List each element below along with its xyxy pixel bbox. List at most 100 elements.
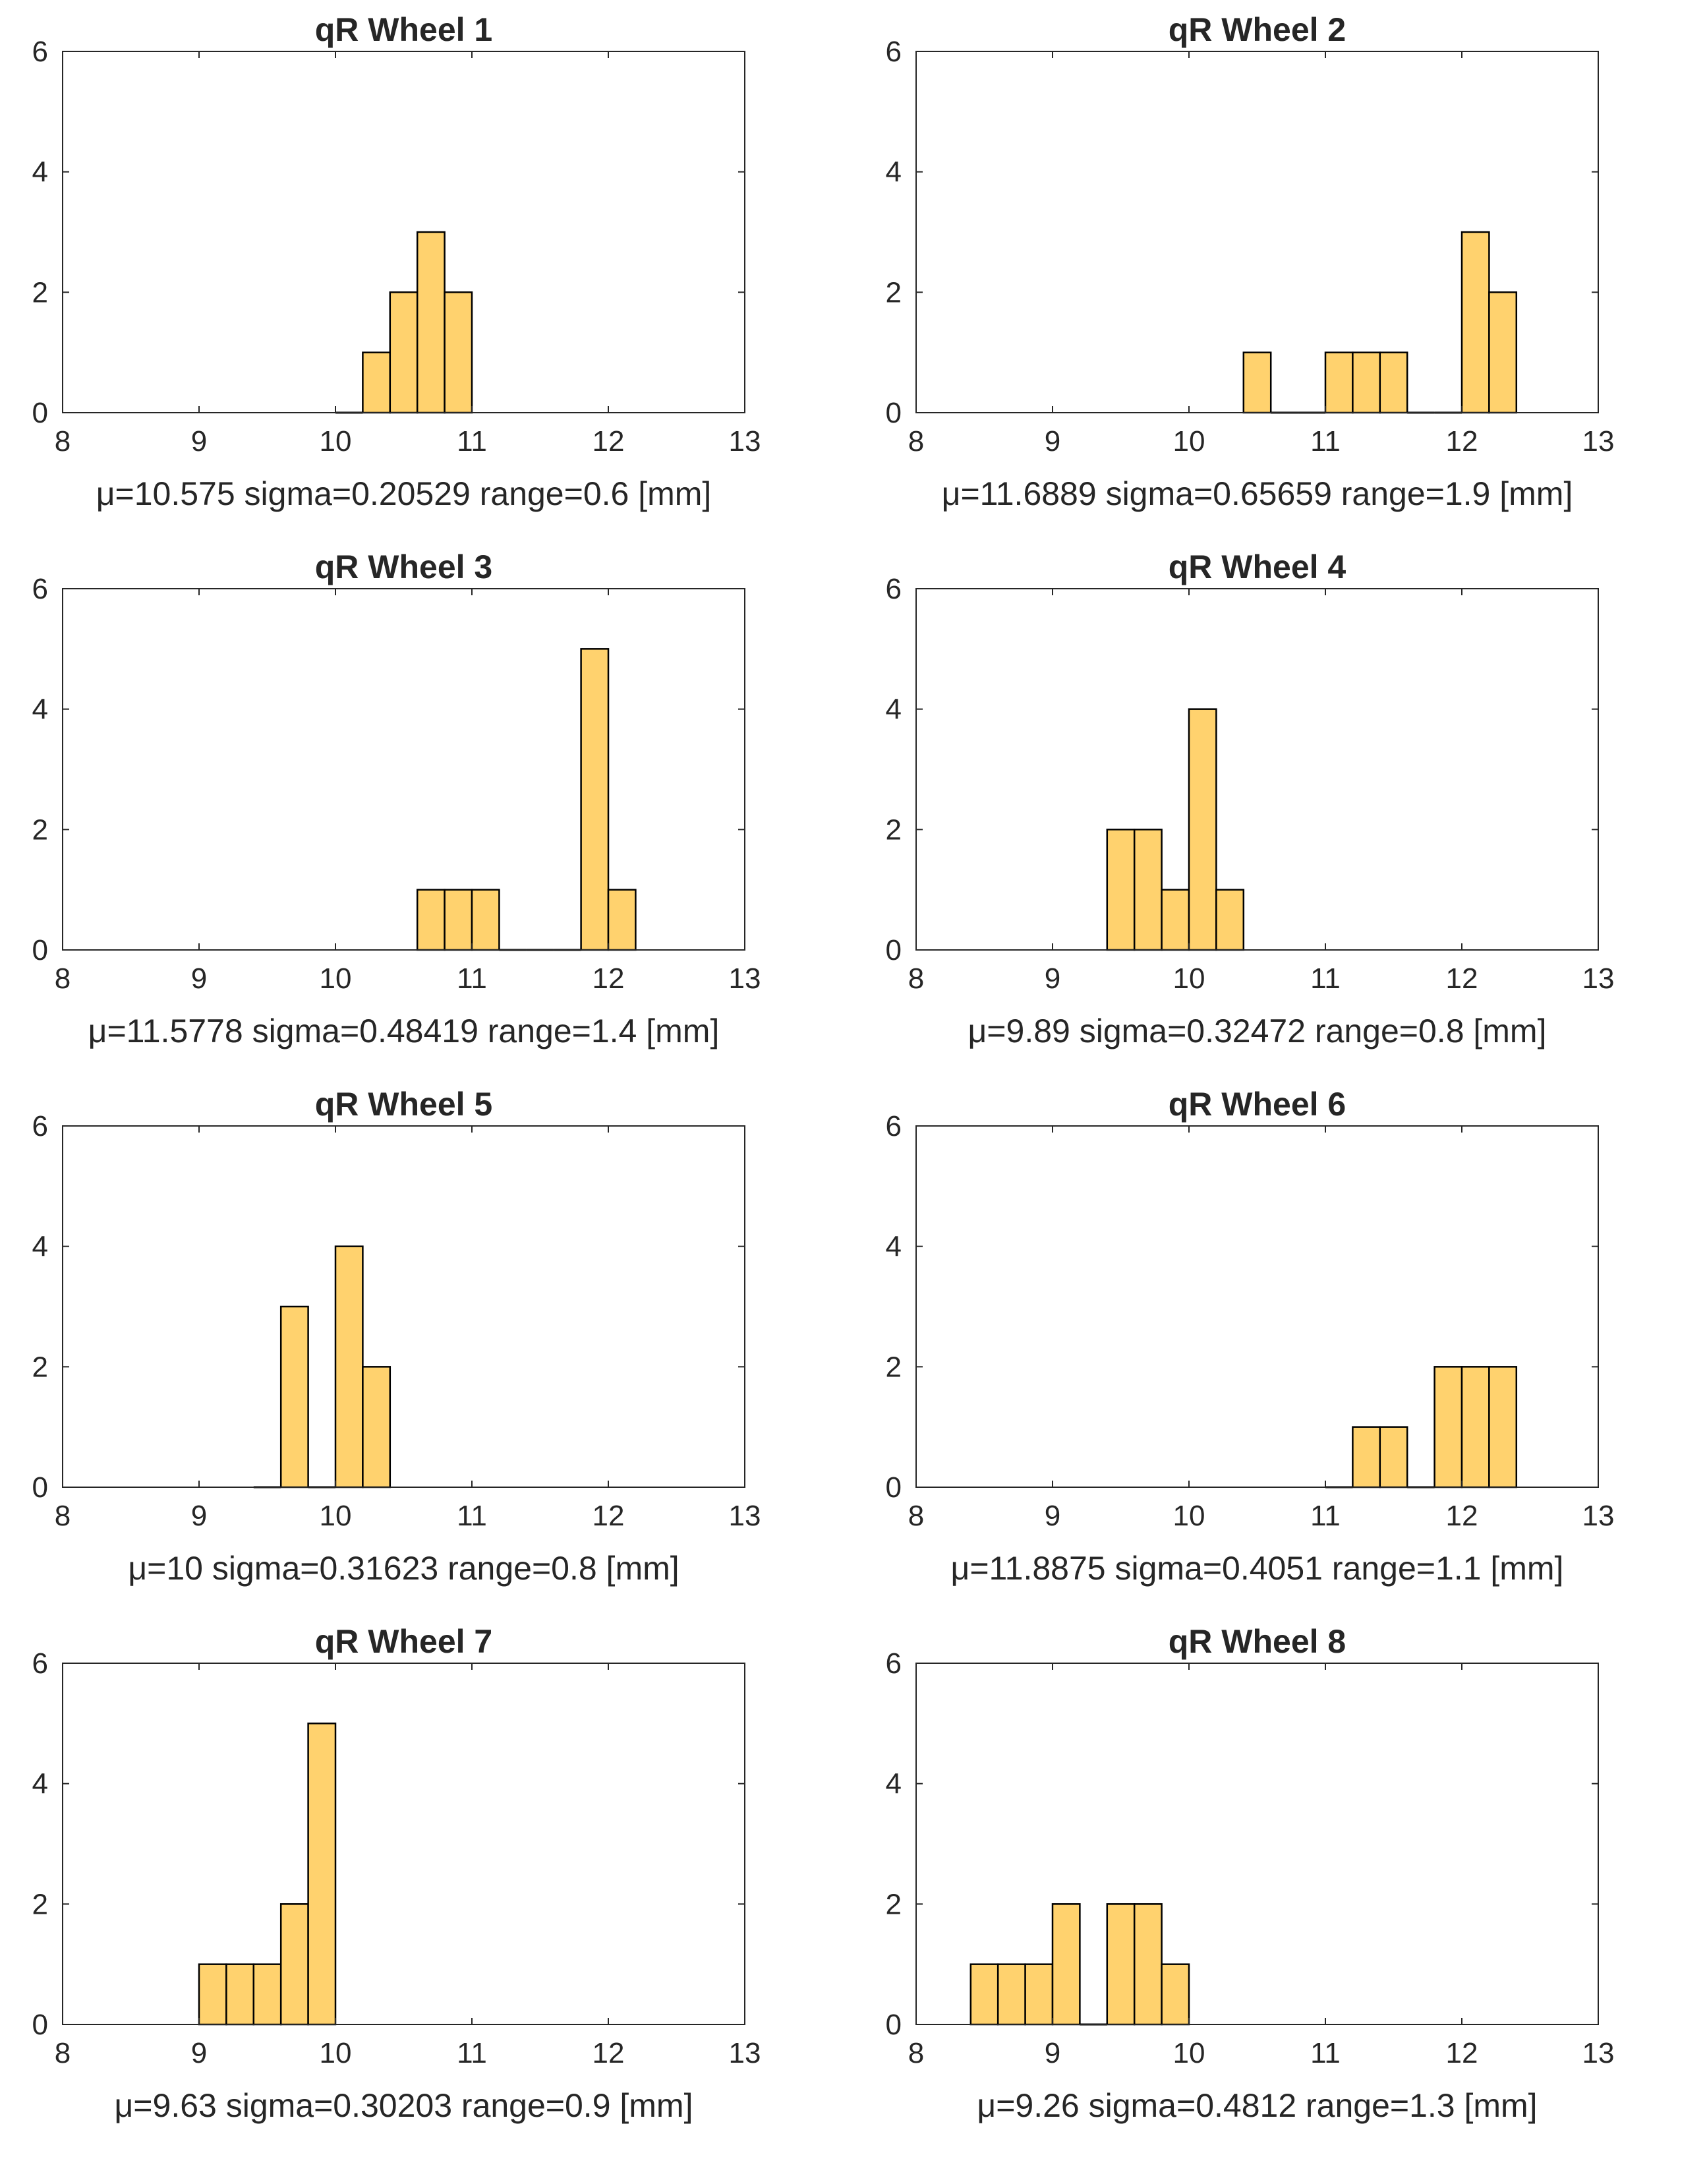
- histogram-bar: [580, 648, 610, 951]
- y-tick-label: 6: [32, 36, 48, 68]
- chart-title: qR Wheel 5: [315, 1086, 492, 1123]
- x-tick-label: 11: [457, 962, 487, 995]
- histogram-bar: [1352, 351, 1381, 414]
- axes-box: [62, 588, 745, 951]
- histogram-bar: [1488, 291, 1518, 414]
- chart-title: qR Wheel 7: [315, 1623, 492, 1660]
- y-tick-label: 0: [886, 2009, 902, 2041]
- x-tick-label: 9: [1045, 2037, 1060, 2069]
- y-tick-label: 2: [886, 276, 902, 309]
- chart-title: qR Wheel 1: [315, 11, 492, 48]
- x-tick-label: 12: [1446, 1500, 1478, 1532]
- x-tick-label: 9: [1045, 962, 1060, 995]
- x-tick-label: 8: [55, 962, 71, 995]
- axes-box: [915, 1125, 1599, 1488]
- x-tick-label: 12: [593, 425, 625, 457]
- x-tick-label: 10: [1173, 425, 1205, 457]
- histogram-bar: [1379, 351, 1408, 414]
- y-tick-label: 2: [886, 813, 902, 846]
- axes-box: [915, 588, 1599, 951]
- y-tick-label: 6: [32, 1110, 48, 1142]
- histogram-bar: [416, 889, 446, 951]
- histogram-chart-6: qR Wheel 6 8 9 10 11 12 13 0 2 4 6 μ=11.8875 sigma=…: [886, 1086, 1615, 1587]
- histogram-chart-7: qR Wheel 7 8 9 10 11 12 13 0 2 4 6 μ=9.63 sigma=0.3…: [32, 1623, 761, 2124]
- histogram-bar: [252, 1963, 282, 2026]
- histogram-panel-3: qR Wheel 3 8 9 10 11 12 13 0 2 4 6 μ=11.5778 sigma=…: [0, 537, 854, 1078]
- histogram-bar: [1106, 1903, 1136, 2026]
- y-tick-label: 4: [32, 1231, 48, 1263]
- histogram-bar: [1188, 708, 1217, 951]
- y-tick-label: 4: [32, 1768, 48, 1800]
- y-tick-label: 4: [886, 694, 902, 726]
- histogram-bar: [1488, 1366, 1518, 1489]
- x-tick-label: 9: [191, 425, 207, 457]
- histogram-bar: [1242, 351, 1272, 414]
- histogram-bar: [279, 1903, 309, 2026]
- x-tick-label: 12: [593, 962, 625, 995]
- histogram-bar: [1215, 889, 1245, 951]
- x-tick-label: 10: [320, 2037, 352, 2069]
- x-tick-label: 10: [320, 1500, 352, 1532]
- y-tick-label: 2: [886, 1888, 902, 1920]
- x-tick-label: 10: [320, 962, 352, 995]
- x-tick-label: 13: [729, 1500, 761, 1532]
- x-tick-label: 13: [1582, 425, 1615, 457]
- x-tick-label: 12: [1446, 2037, 1478, 2069]
- histogram-bar: [362, 351, 391, 414]
- histogram-bar: [471, 889, 500, 951]
- x-tick-label: 13: [729, 425, 761, 457]
- histogram-bar: [1461, 1366, 1490, 1489]
- plot-area: [63, 1126, 745, 1487]
- y-tick-label: 0: [886, 1471, 902, 1504]
- x-tick-label: 12: [1446, 962, 1478, 995]
- stats-label: μ=9.63 sigma=0.30203 range=0.9 [mm]: [115, 2087, 693, 2124]
- x-tick-label: 9: [191, 2037, 207, 2069]
- stats-label: μ=9.26 sigma=0.4812 range=1.3 [mm]: [977, 2087, 1537, 2124]
- y-tick-label: 2: [32, 813, 48, 846]
- stats-label: μ=10 sigma=0.31623 range=0.8 [mm]: [128, 1550, 679, 1587]
- x-tick-label: 11: [1310, 2037, 1341, 2069]
- x-tick-label: 8: [55, 1500, 71, 1532]
- y-tick-label: 6: [886, 1110, 902, 1142]
- histogram-bar: [389, 291, 419, 414]
- histogram-bar: [1051, 1903, 1081, 2026]
- x-tick-label: 11: [457, 2037, 487, 2069]
- plot-area: [63, 1663, 745, 2024]
- histogram-bar: [1133, 829, 1163, 951]
- x-tick-label: 10: [320, 425, 352, 457]
- histogram-bar: [1379, 1426, 1408, 1489]
- histogram-panel-5: qR Wheel 5 8 9 10 11 12 13 0 2 4 6 μ=10 sigma=0.316…: [0, 1075, 854, 1615]
- stats-label: μ=11.5778 sigma=0.48419 range=1.4 [mm]: [88, 1013, 720, 1049]
- y-tick-label: 4: [886, 1231, 902, 1263]
- histogram-bar: [969, 1963, 999, 2026]
- x-tick-label: 13: [729, 962, 761, 995]
- chart-title: qR Wheel 8: [1169, 1623, 1346, 1660]
- histogram-bar: [1352, 1426, 1381, 1489]
- histogram-chart-5: qR Wheel 5 8 9 10 11 12 13 0 2 4 6 μ=10 sigma=0.316…: [32, 1086, 761, 1587]
- x-tick-label: 11: [457, 1500, 487, 1532]
- plot-area: [63, 589, 745, 950]
- x-tick-label: 11: [1310, 425, 1341, 457]
- x-tick-label: 8: [908, 1500, 924, 1532]
- histogram-bar: [362, 1366, 391, 1489]
- y-tick-label: 2: [32, 276, 48, 309]
- y-tick-label: 6: [32, 1647, 48, 1680]
- y-tick-label: 0: [32, 2009, 48, 2041]
- histogram-panel-8: qR Wheel 8 8 9 10 11 12 13 0 2 4 6 μ=9.26 sigma=0.4…: [854, 1612, 1707, 2152]
- y-tick-label: 6: [886, 573, 902, 605]
- histogram-bar: [1024, 1963, 1054, 2026]
- histogram-bar: [1133, 1903, 1163, 2026]
- histogram-bar: [1106, 829, 1136, 951]
- y-tick-label: 6: [32, 573, 48, 605]
- x-tick-label: 13: [729, 2037, 761, 2069]
- x-tick-label: 11: [457, 425, 487, 457]
- axes-box: [62, 1125, 745, 1488]
- x-tick-label: 10: [1173, 962, 1205, 995]
- chart-title: qR Wheel 4: [1169, 548, 1346, 585]
- x-tick-label: 8: [908, 2037, 924, 2069]
- histogram-panel-1: qR Wheel 1 8 9 10 11 12 13 0 2 4 6 μ=10.575 sigma=0…: [0, 0, 854, 541]
- y-tick-label: 0: [32, 397, 48, 429]
- x-tick-label: 13: [1582, 1500, 1615, 1532]
- y-tick-label: 4: [32, 156, 48, 189]
